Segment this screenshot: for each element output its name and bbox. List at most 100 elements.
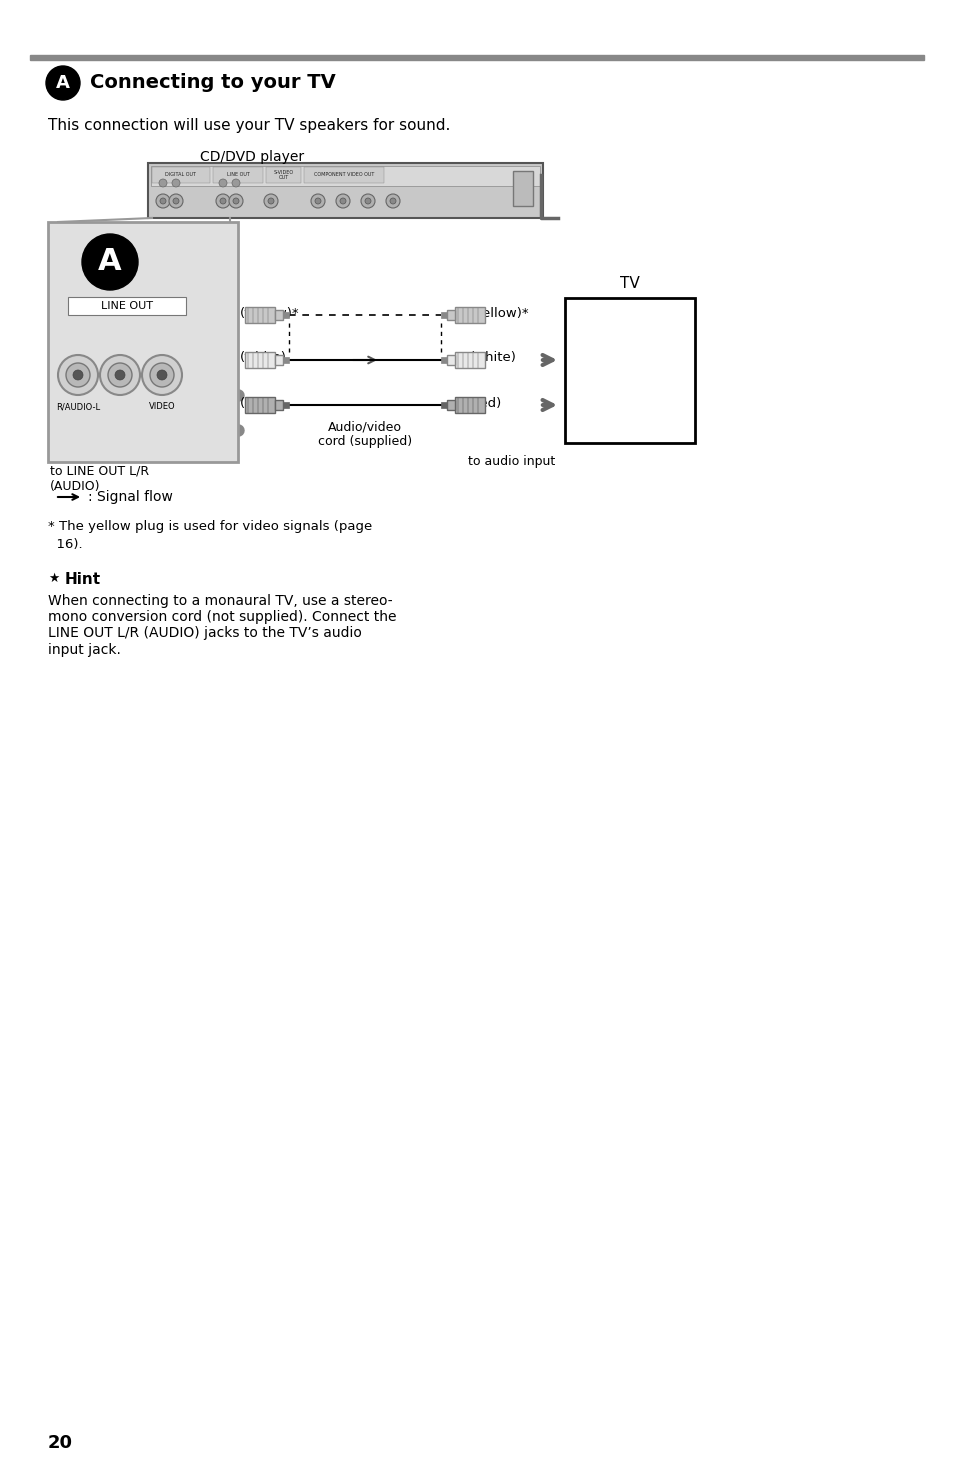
Bar: [256, 307, 258, 323]
Circle shape: [172, 179, 180, 187]
Circle shape: [268, 199, 274, 205]
Bar: [283, 402, 289, 408]
Text: to LINE OUT L/R
(AUDIO): to LINE OUT L/R (AUDIO): [50, 466, 149, 492]
Bar: [455, 307, 484, 323]
Circle shape: [365, 199, 371, 205]
Circle shape: [229, 194, 243, 208]
Text: LINE OUT: LINE OUT: [226, 172, 249, 178]
Text: 20: 20: [48, 1434, 73, 1452]
Bar: [213, 168, 263, 182]
Text: (red): (red): [470, 396, 501, 409]
Text: This connection will use your TV speakers for sound.: This connection will use your TV speaker…: [48, 119, 450, 133]
Bar: [148, 163, 542, 218]
Text: CD/DVD player: CD/DVD player: [200, 150, 304, 165]
Circle shape: [386, 194, 399, 208]
Circle shape: [219, 179, 227, 187]
Text: A: A: [98, 248, 122, 276]
Bar: [461, 307, 463, 323]
Bar: [476, 351, 478, 368]
Text: A: A: [56, 74, 70, 92]
Circle shape: [169, 194, 183, 208]
Bar: [440, 357, 447, 363]
Circle shape: [58, 354, 98, 394]
Bar: [472, 397, 474, 412]
Bar: [247, 307, 249, 323]
Circle shape: [311, 194, 325, 208]
Text: (red): (red): [240, 396, 272, 409]
Circle shape: [150, 363, 173, 387]
Circle shape: [360, 194, 375, 208]
Bar: [48, 222, 237, 463]
Bar: [262, 351, 264, 368]
Circle shape: [157, 369, 167, 380]
Bar: [266, 168, 301, 182]
Text: (white): (white): [470, 351, 517, 365]
Bar: [476, 307, 478, 323]
Bar: [476, 397, 478, 412]
Bar: [564, 298, 695, 443]
Circle shape: [46, 67, 80, 99]
Circle shape: [115, 369, 125, 380]
Circle shape: [233, 199, 239, 205]
Text: (yellow)*: (yellow)*: [470, 307, 529, 319]
Text: Audio/video
cord (supplied): Audio/video cord (supplied): [317, 420, 412, 448]
Text: (yellow)*: (yellow)*: [240, 307, 299, 319]
Text: * The yellow plug is used for video signals (page: * The yellow plug is used for video sign…: [48, 521, 372, 532]
Bar: [467, 351, 469, 368]
Bar: [461, 397, 463, 412]
Text: R/AUDIO-L: R/AUDIO-L: [56, 402, 100, 411]
Circle shape: [100, 354, 140, 394]
Text: VIDEO: VIDEO: [149, 402, 175, 411]
Bar: [456, 307, 458, 323]
Circle shape: [264, 194, 277, 208]
Bar: [247, 351, 249, 368]
Bar: [267, 351, 269, 368]
Circle shape: [66, 363, 90, 387]
Text: to audio input: to audio input: [468, 455, 555, 469]
Bar: [68, 297, 186, 314]
Bar: [267, 307, 269, 323]
Circle shape: [142, 354, 182, 394]
Bar: [304, 168, 384, 182]
Bar: [267, 397, 269, 412]
Bar: [283, 357, 289, 363]
Text: S-VIDEO
OUT: S-VIDEO OUT: [274, 169, 294, 181]
Bar: [152, 168, 210, 182]
Bar: [245, 397, 274, 412]
Circle shape: [172, 199, 179, 205]
Bar: [30, 55, 923, 59]
Bar: [467, 307, 469, 323]
Bar: [472, 307, 474, 323]
Circle shape: [160, 199, 166, 205]
Circle shape: [156, 194, 170, 208]
Circle shape: [159, 179, 167, 187]
Text: LINE OUT: LINE OUT: [101, 301, 152, 311]
Text: Connecting to your TV: Connecting to your TV: [90, 74, 335, 92]
Bar: [513, 171, 533, 206]
Bar: [256, 397, 258, 412]
Text: COMPONENT VIDEO OUT: COMPONENT VIDEO OUT: [314, 172, 374, 178]
Circle shape: [339, 199, 346, 205]
Text: TV: TV: [619, 276, 639, 291]
Bar: [252, 351, 253, 368]
Bar: [447, 310, 455, 320]
Bar: [262, 307, 264, 323]
Bar: [456, 351, 458, 368]
Bar: [151, 166, 539, 185]
Bar: [472, 351, 474, 368]
Bar: [456, 397, 458, 412]
Bar: [245, 351, 274, 368]
Bar: [256, 351, 258, 368]
Circle shape: [108, 363, 132, 387]
Bar: [447, 354, 455, 365]
Bar: [447, 400, 455, 409]
Bar: [455, 351, 484, 368]
Bar: [461, 351, 463, 368]
Circle shape: [314, 199, 320, 205]
Bar: [283, 311, 289, 317]
Bar: [440, 402, 447, 408]
Bar: [245, 307, 274, 323]
Circle shape: [335, 194, 350, 208]
Circle shape: [215, 194, 230, 208]
Circle shape: [232, 179, 240, 187]
